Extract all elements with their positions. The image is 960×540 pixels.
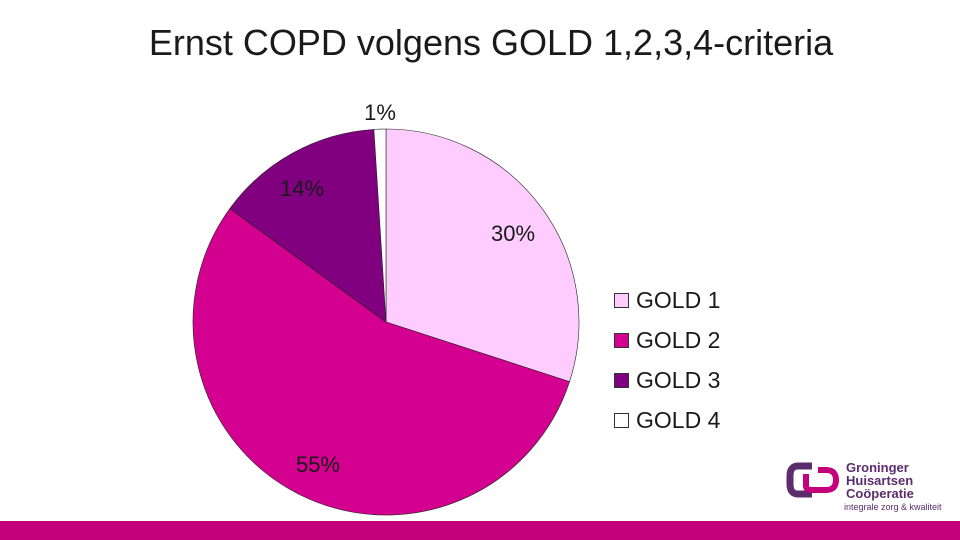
legend-swatch-gold-3 [614,372,629,388]
legend-item-gold-3: GOLD 3 [614,360,720,400]
pie-slice-gold-2 [192,208,570,516]
legend-swatch-gold-4 [614,412,629,428]
legend-label-gold-1: GOLD 1 [636,286,721,313]
legend-swatch-gold-2 [614,332,629,348]
ghc-logo-mark-icon [786,462,840,498]
legend-item-gold-2: GOLD 2 [614,320,720,360]
data-label-gold-4: 1% [364,100,396,125]
legend-label-gold-3: GOLD 3 [636,366,721,393]
chart-title: Ernst COPD volgens GOLD 1,2,3,4-criteria [148,22,834,63]
groninger-huisartsen-logo: Groninger Huisartsen Coöperatie integral… [786,458,946,516]
pie-slice-gold-1 [385,128,580,383]
pie-slice-gold-4 [373,128,387,323]
footer-bar [0,521,960,540]
logo-line-3: Coöperatie [846,486,914,501]
logo-line-2: Huisartsen [846,473,914,488]
logo-tagline: integrale zorg & kwaliteit [844,502,942,512]
legend-label-gold-4: GOLD 4 [636,406,721,433]
legend-item-gold-1: GOLD 1 [614,280,720,320]
legend-swatch-gold-1 [614,292,629,308]
data-label-gold-1: 30% [491,221,535,246]
logo-name: Groninger Huisartsen Coöperatie [846,461,914,500]
logo-line-1: Groninger [846,460,909,475]
legend-item-gold-4: GOLD 4 [614,400,720,440]
pie-slice-gold-3 [229,129,387,323]
data-label-gold-2: 55% [296,452,340,477]
data-label-gold-3: 14% [280,176,324,201]
legend: GOLD 1 GOLD 2 GOLD 3 GOLD 4 [614,280,720,440]
legend-label-gold-2: GOLD 2 [636,326,721,353]
